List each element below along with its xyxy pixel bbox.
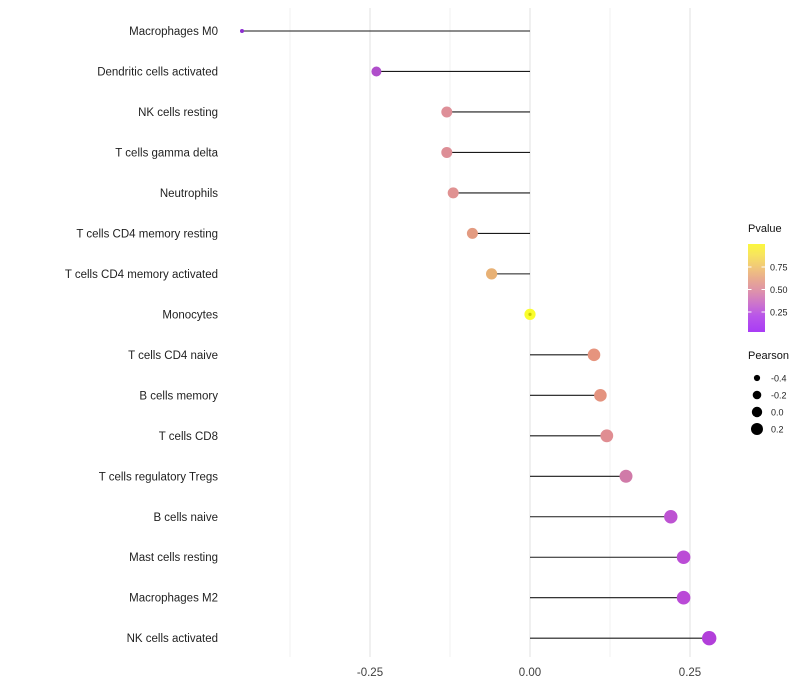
lollipop-dot xyxy=(594,389,607,402)
lollipop-dot xyxy=(240,29,244,33)
x-tick-label: -0.25 xyxy=(357,667,383,679)
category-label: T cells CD8 xyxy=(159,431,218,443)
pearson-legend-label: -0.2 xyxy=(771,391,787,401)
category-label: Macrophages M2 xyxy=(129,593,218,605)
category-label: T cells CD4 naive xyxy=(128,350,218,362)
pearson-legend-label: 0.0 xyxy=(771,408,784,418)
lollipop-dot xyxy=(371,66,382,77)
pvalue-tick-labels: 0.75 0.50 0.25 xyxy=(770,263,788,318)
category-label: NK cells activated xyxy=(127,633,218,645)
category-label: T cells CD4 memory resting xyxy=(76,228,218,240)
category-label: Mast cells resting xyxy=(129,552,218,564)
lollipop-dot xyxy=(441,106,453,118)
lollipop-dot xyxy=(664,510,678,524)
pearson-legend-title: Pearson xyxy=(748,350,789,362)
pvalue-colorbar-ticks xyxy=(748,266,765,313)
category-labels-group: Macrophages M0 Dendritic cells activated N… xyxy=(65,26,219,645)
pearson-legend-dot xyxy=(751,423,763,435)
pearson-legend-label: -0.4 xyxy=(771,374,787,384)
lollipop-dot xyxy=(676,550,691,565)
lollipop-dot xyxy=(447,187,459,199)
lollipop-dot xyxy=(702,631,717,646)
category-label: Dendritic cells activated xyxy=(97,66,218,78)
pvalue-tick-label: 0.50 xyxy=(770,285,788,295)
category-label: Neutrophils xyxy=(160,188,218,200)
pvalue-tick-label: 0.25 xyxy=(770,308,788,318)
pearson-legend-dot xyxy=(751,406,763,418)
category-label: T cells regulatory Tregs xyxy=(99,471,219,483)
category-label: NK cells resting xyxy=(138,107,218,119)
pvalue-colorbar xyxy=(748,244,765,332)
category-label: B cells naive xyxy=(153,512,218,524)
x-tick-label: 0.25 xyxy=(679,667,701,679)
lollipop-dot xyxy=(676,590,691,605)
lollipop-dot xyxy=(600,429,614,443)
legends-group: Pvalue 0.75 0.50 0.25 Pearson -0.4 -0.2 0.0 0… xyxy=(748,223,789,435)
pearson-legend-label: 0.2 xyxy=(771,425,784,435)
pearson-legend-dot xyxy=(752,390,762,400)
x-axis-labels-group: -0.25 0.00 0.25 xyxy=(357,667,701,679)
lollipop-dot xyxy=(441,146,453,158)
lollipop-dot-center xyxy=(528,312,532,316)
lollipop-dot xyxy=(619,469,633,483)
category-label: B cells memory xyxy=(139,390,218,402)
category-label: T cells gamma delta xyxy=(115,147,218,159)
stems-group xyxy=(242,30,710,639)
pvalue-legend-title: Pvalue xyxy=(748,223,782,235)
pvalue-tick-label: 0.75 xyxy=(770,263,788,273)
category-label: Macrophages M0 xyxy=(129,26,218,38)
dots-group xyxy=(240,29,717,646)
lollipop-dot xyxy=(486,268,498,280)
pearson-legend-dot xyxy=(753,374,761,382)
category-label: T cells CD4 memory activated xyxy=(65,269,218,281)
pearson-legend-entries: -0.4 -0.2 0.0 0.2 xyxy=(751,374,787,435)
category-label: Monocytes xyxy=(162,309,218,321)
lollipop-dot xyxy=(587,348,601,362)
gridlines-group xyxy=(289,8,691,657)
x-tick-label: 0.00 xyxy=(519,667,541,679)
lollipop-dot xyxy=(466,227,478,239)
